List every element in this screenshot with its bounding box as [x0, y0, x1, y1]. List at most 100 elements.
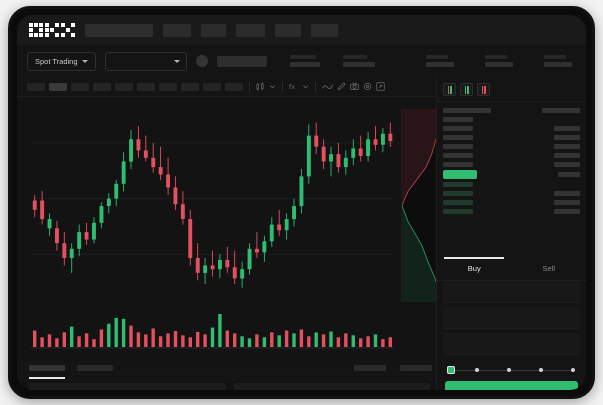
order-book-rows[interactable] [437, 102, 586, 216]
slider-dot-100[interactable] [571, 368, 575, 372]
bottom-panels [17, 383, 442, 390]
timeframe-button-9[interactable] [225, 82, 243, 91]
settings-gear-icon[interactable] [363, 82, 372, 91]
orderbook-row-ask-4[interactable] [437, 142, 586, 151]
orderbook-price-cell [443, 199, 473, 206]
chevron-down-icon [81, 59, 88, 63]
orderbook-size-cell [554, 161, 580, 168]
orderbook-size-cell [542, 107, 580, 114]
trading-mode-label: Spot Trading [35, 56, 78, 66]
pair-select-dropdown[interactable] [104, 51, 187, 71]
okx-logo-glyph-k [45, 23, 59, 37]
price-field[interactable] [443, 281, 580, 303]
ticker-stat-4 [485, 55, 513, 67]
slider-track [451, 369, 572, 371]
chart-type-icon[interactable] [256, 82, 265, 91]
bottom-tab-0[interactable] [29, 365, 65, 371]
slider-dot-50[interactable] [507, 368, 511, 372]
line-tool-icon[interactable] [322, 82, 333, 91]
timeframe-button-3[interactable] [93, 82, 111, 91]
timeframe-button-4[interactable] [115, 82, 133, 91]
top-navigation-bar [17, 15, 586, 45]
orderbook-row-ask-3[interactable] [437, 133, 586, 142]
pencil-icon[interactable] [337, 82, 346, 91]
nav-item-5[interactable] [311, 23, 338, 37]
fullscreen-icon[interactable] [376, 82, 385, 91]
chevron-down-icon [173, 59, 180, 63]
timeframe-button-2[interactable] [71, 82, 89, 91]
orderbook-layout-bids-icon[interactable] [460, 83, 473, 96]
orderbook-row-bid-11[interactable] [437, 207, 586, 216]
coin-icon [195, 55, 208, 67]
orderbook-price-cell [443, 116, 473, 123]
nav-item-2[interactable] [201, 23, 226, 37]
total-field[interactable] [443, 333, 580, 355]
volume-histogram[interactable] [17, 305, 442, 361]
chevron-down-icon[interactable] [302, 83, 309, 90]
slider-dot-25[interactable] [475, 368, 479, 372]
app-screen: Spot Trading [17, 15, 586, 390]
nav-item-1[interactable] [163, 23, 191, 37]
timeframe-button-1[interactable] [49, 82, 67, 91]
camera-icon[interactable] [350, 82, 359, 91]
orderbook-layout-asks-icon[interactable] [477, 83, 490, 96]
chevron-down-icon[interactable] [269, 83, 276, 90]
orderbook-layout-both-icon[interactable] [443, 83, 456, 96]
bottom-right-tab-0[interactable] [354, 365, 386, 371]
orderbook-row-bid-9[interactable] [437, 189, 586, 198]
depth-chart-svg [402, 109, 444, 302]
okx-logo-icon[interactable] [29, 23, 75, 37]
orderbook-row-ask-6[interactable] [437, 160, 586, 169]
orderbook-row-bid-8[interactable] [437, 180, 586, 189]
amount-field[interactable] [443, 307, 580, 329]
bottom-panel-right[interactable] [233, 383, 430, 390]
order-side-tabs: Buy Sell [437, 257, 586, 281]
okx-logo-glyph-x [61, 23, 75, 37]
orderbook-row-ask-2[interactable] [437, 124, 586, 133]
bottom-right-tab-1[interactable] [400, 365, 432, 371]
trading-mode-select[interactable]: Spot Trading [27, 51, 96, 71]
orderbook-price-cell [443, 134, 473, 141]
ticker-stat-3 [426, 55, 454, 67]
nav-item-4[interactable] [275, 23, 301, 37]
timeframe-button-6[interactable] [159, 82, 177, 91]
slider-handle[interactable] [447, 366, 455, 374]
tab-buy[interactable]: Buy [437, 257, 512, 280]
candlestick-chart[interactable] [17, 97, 442, 305]
orderbook-size-cell [554, 190, 580, 197]
candlestick-chart-svg [31, 122, 394, 288]
tab-sell[interactable]: Sell [512, 257, 587, 280]
timeframe-button-7[interactable] [181, 82, 199, 91]
orderbook-row-spread-7[interactable] [437, 169, 586, 180]
chart-toolbar: fx [17, 77, 442, 97]
nav-item-active[interactable] [85, 23, 153, 37]
nav-item-3[interactable] [236, 23, 265, 37]
amount-percent-slider[interactable] [447, 364, 576, 376]
orderbook-price-cell [443, 143, 473, 150]
bottom-tab-1[interactable] [77, 365, 113, 371]
order-book-panel: Buy Sell [436, 77, 586, 390]
orderbook-price-cell [443, 181, 473, 188]
orderbook-price-cell [443, 107, 491, 114]
orderbook-price-cell [443, 208, 473, 215]
order-book-layout-controls [437, 77, 586, 102]
market-subheader: Spot Trading [17, 45, 586, 77]
slider-dot-75[interactable] [539, 368, 543, 372]
timeframe-button-8[interactable] [203, 82, 221, 91]
bottom-panel-left[interactable] [29, 383, 226, 390]
orderbook-row-bid-10[interactable] [437, 198, 586, 207]
indicators-icon[interactable]: fx [289, 82, 298, 91]
timeframe-button-0[interactable] [27, 82, 45, 91]
svg-text:fx: fx [289, 84, 295, 91]
orderbook-row-ask-5[interactable] [437, 151, 586, 160]
timeframe-button-5[interactable] [137, 82, 155, 91]
orderbook-size-cell [554, 143, 580, 150]
place-buy-order-button[interactable] [445, 381, 578, 390]
bottom-tab-right-group [354, 365, 432, 371]
orderbook-price-cell [443, 170, 477, 179]
orderbook-row-ask-1[interactable] [437, 115, 586, 124]
orderbook-row-ask-0[interactable] [437, 106, 586, 115]
orderbook-price-cell [443, 152, 473, 159]
ticker-stat-5 [544, 55, 572, 67]
orderbook-price-cell [443, 161, 473, 168]
